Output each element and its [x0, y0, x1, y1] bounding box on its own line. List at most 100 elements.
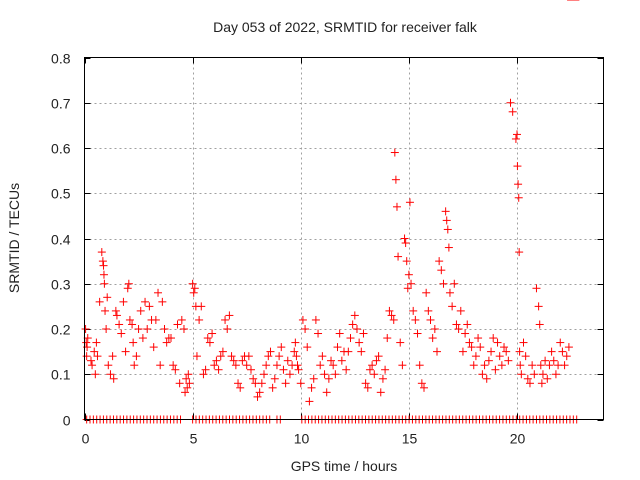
- data-point: [201, 365, 210, 374]
- data-point: [521, 352, 530, 361]
- data-point: [242, 361, 251, 370]
- data-point: [111, 306, 120, 315]
- data-point: [432, 347, 441, 356]
- data-point: [543, 374, 552, 383]
- data-point: [541, 356, 550, 365]
- data-point: [149, 343, 158, 352]
- data-point: [125, 315, 134, 324]
- data-point: [221, 315, 230, 324]
- data-point: [439, 279, 448, 288]
- data-point: [123, 284, 132, 293]
- data-point: [160, 325, 169, 333]
- data-point: [208, 329, 217, 338]
- data-point: [391, 175, 400, 184]
- data-point: [411, 315, 420, 324]
- data-point: [167, 334, 175, 343]
- data-point: [516, 361, 525, 370]
- data-point: [88, 361, 97, 370]
- data-point: [535, 320, 544, 329]
- data-point: [495, 352, 504, 361]
- data-point: [129, 338, 138, 347]
- y-tick-label: 0.4: [51, 232, 71, 248]
- data-point: [249, 374, 258, 383]
- data-point: [396, 338, 405, 347]
- data-point: [272, 361, 281, 370]
- data-point: [392, 202, 401, 211]
- x-tick-label: 15: [402, 431, 418, 447]
- data-point: [331, 370, 340, 379]
- data-point: [231, 361, 240, 370]
- data-point: [275, 352, 284, 361]
- data-point: [309, 374, 318, 383]
- x-axis-label: GPS time / hours: [291, 458, 398, 474]
- data-point: [525, 379, 534, 388]
- data-point: [528, 361, 537, 370]
- data-point: [99, 270, 108, 279]
- data-point: [413, 329, 422, 338]
- data-point: [117, 329, 126, 338]
- data-point: [444, 243, 453, 252]
- data-point: [277, 343, 286, 352]
- data-point: [452, 320, 461, 329]
- data-point: [320, 370, 329, 379]
- data-point: [342, 365, 351, 374]
- data-point: [333, 343, 342, 352]
- data-point: [229, 356, 238, 365]
- data-point: [504, 356, 513, 365]
- x-tick-label: 10: [294, 431, 310, 447]
- data-point: [99, 261, 108, 270]
- data-points: [81, 0, 581, 424]
- data-point: [350, 311, 359, 320]
- data-point: [390, 148, 399, 157]
- data-point: [179, 325, 188, 333]
- data-point: [437, 266, 446, 275]
- data-point: [428, 334, 437, 343]
- y-tick-label: 0.8: [51, 51, 71, 67]
- data-point: [307, 383, 316, 392]
- data-point: [92, 338, 101, 347]
- data-point: [197, 302, 206, 311]
- data-point: [134, 325, 143, 333]
- data-point: [562, 352, 571, 361]
- data-point: [268, 383, 277, 392]
- data-point: [195, 315, 204, 324]
- data-point: [385, 306, 394, 315]
- data-point: [262, 361, 271, 370]
- data-point: [141, 297, 150, 306]
- data-point: [467, 343, 476, 352]
- data-point: [537, 379, 546, 388]
- data-point: [493, 338, 502, 347]
- data-point: [327, 356, 336, 365]
- data-point: [128, 320, 137, 329]
- data-point: [478, 370, 487, 379]
- data-point: [218, 347, 227, 356]
- data-point: [448, 302, 457, 311]
- data-point: [199, 370, 208, 379]
- y-tick-label: 0.1: [51, 367, 71, 383]
- data-point: [103, 293, 112, 302]
- data-point: [121, 347, 130, 356]
- data-point: [523, 374, 532, 383]
- data-point: [474, 334, 483, 343]
- data-point: [482, 374, 491, 383]
- data-point: [203, 334, 212, 343]
- data-point: [188, 279, 197, 288]
- data-point: [378, 374, 387, 383]
- x-tick-label: 0: [82, 431, 90, 447]
- data-point: [292, 352, 301, 361]
- data-point: [500, 343, 509, 352]
- data-point: [400, 234, 409, 243]
- data-point: [171, 365, 180, 374]
- data-point: [536, 361, 545, 370]
- data-point: [402, 257, 411, 266]
- data-point: [156, 361, 165, 370]
- data-point: [545, 361, 554, 370]
- data-point: [91, 370, 100, 379]
- data-point: [487, 347, 496, 356]
- data-point: [549, 356, 558, 365]
- data-point: [124, 279, 133, 288]
- data-point: [370, 370, 379, 379]
- data-point: [244, 352, 253, 361]
- data-point: [136, 306, 145, 315]
- data-point: [234, 379, 243, 388]
